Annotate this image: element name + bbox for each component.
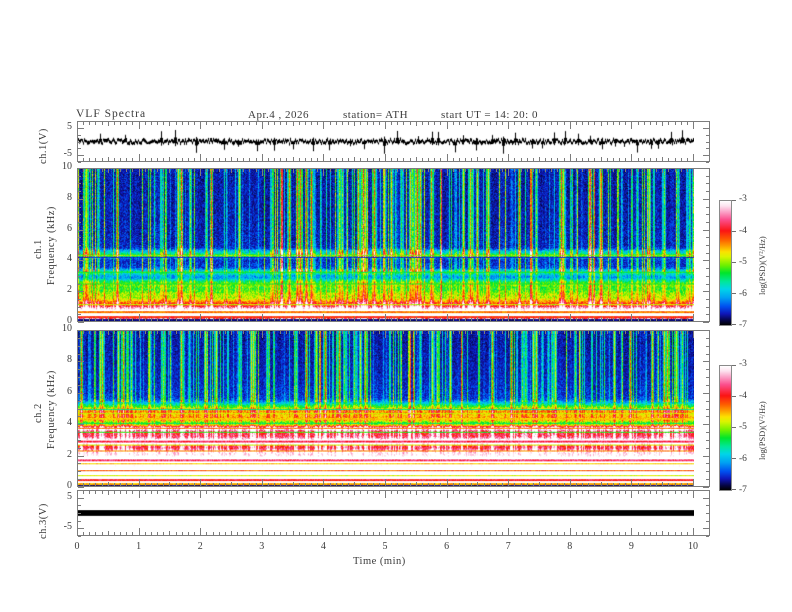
colorbar-ch2-tick-m6: -6 (739, 453, 747, 464)
x-tick-2: 2 (197, 541, 203, 552)
ch2-freq-tick-6: 6 (67, 385, 72, 397)
x-tick-10: 10 (688, 541, 698, 552)
ch1-freq-tick-4: 4 (67, 253, 72, 265)
ch1-voltage-trace (78, 122, 694, 161)
x-tick-4: 4 (320, 541, 326, 552)
x-tick-0: 0 (74, 541, 80, 552)
ch1-freq-tick-6: 6 (67, 222, 72, 234)
x-tick-5: 5 (382, 541, 388, 552)
header-station: station= ATH (343, 109, 409, 121)
ch1-spectrogram-channel-label: ch.1 (33, 239, 44, 259)
x-tick-3: 3 (259, 541, 265, 552)
ch1-ytick-m5: -5 (63, 148, 72, 160)
ch3-ytick-m5: -5 (63, 521, 72, 533)
colorbar-ch2-tick-m7: -7 (739, 485, 747, 495)
ch1-freq-tick-0: 0 (67, 315, 72, 326)
header-date: Apr.4 , 2026 (248, 109, 309, 121)
colorbar-ch1-tick-m5: -5 (739, 257, 747, 267)
ch1-freq-tick-10: 10 (62, 161, 72, 172)
colorbar-ch2-title: log(PSD)(V²/Hz) (757, 401, 767, 460)
ch2-spectrogram-channel-label: ch.2 (33, 402, 44, 423)
ch2-freq-tick-10: 10 (62, 323, 72, 334)
colorbar-ch2-tick-m5: -5 (739, 422, 747, 432)
ch3-voltage-trace (78, 491, 694, 535)
colorbar-ch1-title: log(PSD)(V²/Hz) (757, 236, 767, 295)
colorbar-ch2 (719, 365, 732, 491)
colorbar-ch1-tick-m6: -6 (739, 288, 747, 299)
ch3-ytick-5: 5 (67, 490, 72, 502)
colorbar-ch1 (719, 200, 732, 326)
ch1-spectrogram-image (78, 169, 694, 321)
header-start-ut: start UT = 14: 20: 0 (441, 109, 538, 121)
ch2-frequency-axis-title: Frequency (kHz) (46, 369, 57, 449)
ch1-ytick-5: 5 (67, 120, 72, 132)
x-tick-6: 6 (444, 541, 450, 552)
ch1-freq-tick-8: 8 (67, 191, 72, 203)
ch2-freq-tick-8: 8 (67, 354, 72, 366)
colorbar-ch2-tick-m3: -3 (739, 359, 747, 369)
colorbar-ch1-tick-m3: -3 (739, 194, 747, 204)
x-tick-9: 9 (628, 541, 634, 552)
x-axis-title: Time (min) (353, 556, 406, 567)
x-tick-1: 1 (136, 541, 142, 552)
ch2-spectrogram-image (78, 331, 694, 486)
ch1-voltage-axis-label: ch.1(V) (38, 127, 49, 164)
colorbar-ch2-tick-m4: -4 (739, 390, 747, 401)
x-tick-7: 7 (505, 541, 511, 552)
ch2-freq-tick-0: 0 (67, 480, 72, 491)
ch3-voltage-axis-label: ch.3(V) (38, 503, 49, 539)
ch1-frequency-axis-title: Frequency (kHz) (46, 206, 57, 285)
ch1-freq-tick-2: 2 (67, 284, 72, 296)
colorbar-ch1-tick-m7: -7 (739, 320, 747, 330)
x-tick-8: 8 (567, 541, 573, 552)
ch2-freq-tick-2: 2 (67, 448, 72, 460)
page-title: VLF Spectra (76, 108, 147, 120)
ch2-freq-tick-4: 4 (67, 417, 72, 429)
colorbar-ch1-tick-m4: -4 (739, 225, 747, 236)
